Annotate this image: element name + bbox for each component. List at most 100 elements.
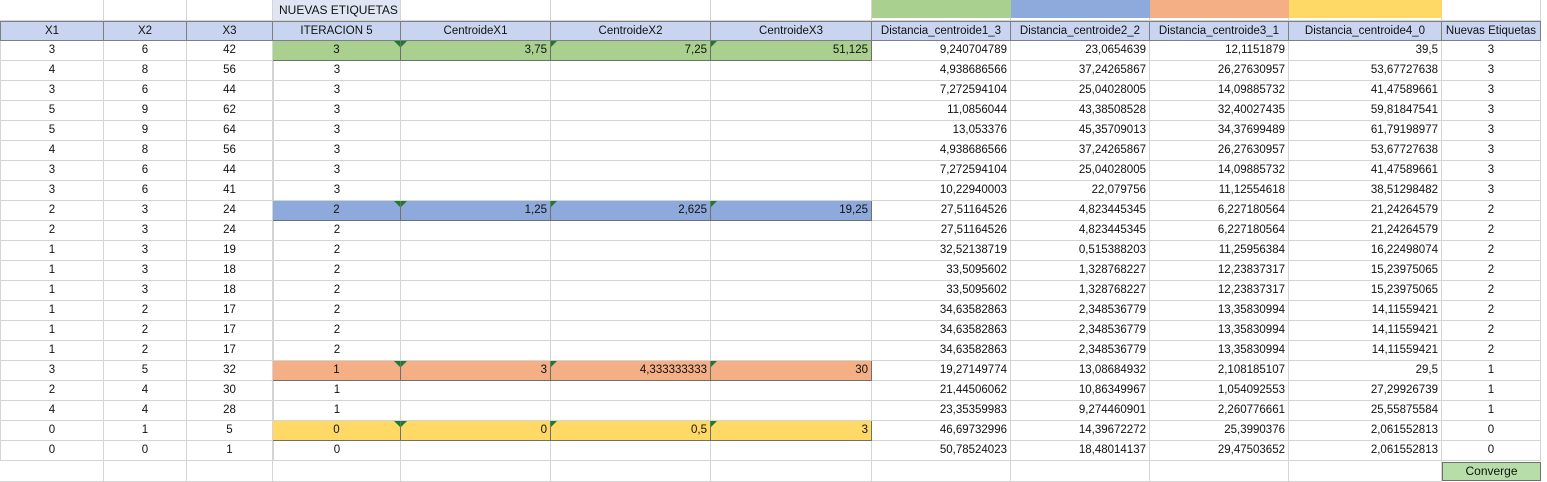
cell-c2[interactable]	[551, 321, 711, 341]
cell-label[interactable]: 1	[1442, 361, 1541, 381]
cell-d1[interactable]: 34,63582863	[872, 321, 1011, 341]
cell-iter[interactable]: 1	[273, 381, 401, 401]
cell-c1[interactable]	[401, 161, 551, 181]
cell-c1[interactable]: 3	[401, 361, 551, 381]
cell-c2[interactable]	[551, 381, 711, 401]
cell-x3[interactable]: 56	[187, 141, 273, 161]
cell-iter[interactable]: 2	[273, 201, 401, 221]
cell-c1[interactable]: 0	[401, 421, 551, 441]
cell-d1[interactable]: 46,69732996	[872, 421, 1011, 441]
cell-label[interactable]: 3	[1442, 101, 1541, 121]
cell-x3[interactable]: 17	[187, 341, 273, 361]
cell-x3[interactable]: 32	[187, 361, 273, 381]
cell-label[interactable]: 3	[1442, 81, 1541, 101]
cell-iter[interactable]: 3	[273, 141, 401, 161]
cell-iter[interactable]: 3	[273, 41, 401, 61]
cell-iter[interactable]: 2	[273, 241, 401, 261]
cell-x2[interactable]: 2	[104, 301, 187, 321]
empty-cell[interactable]	[551, 461, 711, 482]
cell-c2[interactable]	[551, 101, 711, 121]
cell-iter[interactable]: 1	[273, 401, 401, 421]
cell-c2[interactable]	[551, 241, 711, 261]
top-blank-cell[interactable]	[104, 0, 187, 21]
cell-x2[interactable]: 1	[104, 421, 187, 441]
cell-c2[interactable]	[551, 301, 711, 321]
cell-c2[interactable]: 0,5	[551, 421, 711, 441]
cell-x1[interactable]: 3	[0, 361, 104, 381]
cell-x1[interactable]: 3	[0, 81, 104, 101]
cell-d4[interactable]: 53,67727638	[1289, 61, 1442, 81]
cell-c1[interactable]: 1,25	[401, 201, 551, 221]
cell-label[interactable]: 2	[1442, 281, 1541, 301]
cell-x2[interactable]: 4	[104, 381, 187, 401]
cell-c3[interactable]	[711, 121, 872, 141]
cell-x2[interactable]: 3	[104, 221, 187, 241]
cell-x3[interactable]: 30	[187, 381, 273, 401]
cell-d2[interactable]: 25,04028005	[1011, 161, 1150, 181]
cell-iter[interactable]: 3	[273, 181, 401, 201]
cell-x3[interactable]: 18	[187, 261, 273, 281]
cell-c2[interactable]	[551, 81, 711, 101]
empty-cell[interactable]	[401, 461, 551, 482]
cell-iter[interactable]: 0	[273, 441, 401, 461]
cell-label[interactable]: 1	[1442, 381, 1541, 401]
cell-label[interactable]: 3	[1442, 141, 1541, 161]
cell-x1[interactable]: 3	[0, 181, 104, 201]
column-header[interactable]: Nuevas Etiquetas	[1442, 21, 1541, 41]
cell-x1[interactable]: 5	[0, 121, 104, 141]
cell-d1[interactable]: 13,053376	[872, 121, 1011, 141]
cell-c3[interactable]	[711, 101, 872, 121]
cell-x3[interactable]: 24	[187, 221, 273, 241]
cell-d2[interactable]: 43,38508528	[1011, 101, 1150, 121]
cell-label[interactable]: 3	[1442, 41, 1541, 61]
cell-c1[interactable]	[401, 121, 551, 141]
cell-d2[interactable]: 10,86349967	[1011, 381, 1150, 401]
cell-d3[interactable]: 12,1151879	[1150, 41, 1289, 61]
cell-d2[interactable]: 25,04028005	[1011, 81, 1150, 101]
cell-d4[interactable]: 16,22498074	[1289, 241, 1442, 261]
cell-d2[interactable]: 9,274460901	[1011, 401, 1150, 421]
cell-c2[interactable]	[551, 161, 711, 181]
cell-x3[interactable]: 44	[187, 81, 273, 101]
cell-x3[interactable]: 42	[187, 41, 273, 61]
empty-cell[interactable]	[0, 461, 104, 482]
cell-d3[interactable]: 25,3990376	[1150, 421, 1289, 441]
cell-d3[interactable]: 12,23837317	[1150, 281, 1289, 301]
cell-d3[interactable]: 13,35830994	[1150, 321, 1289, 341]
cell-x3[interactable]: 18	[187, 281, 273, 301]
cell-x1[interactable]: 4	[0, 61, 104, 81]
cell-d4[interactable]: 53,67727638	[1289, 141, 1442, 161]
top-blank-cell[interactable]	[187, 0, 273, 21]
cell-x2[interactable]: 9	[104, 101, 187, 121]
cell-c1[interactable]	[401, 301, 551, 321]
cell-d3[interactable]: 29,47503652	[1150, 441, 1289, 461]
cell-x1[interactable]: 1	[0, 241, 104, 261]
cell-c1[interactable]	[401, 341, 551, 361]
cell-d1[interactable]: 4,938686566	[872, 61, 1011, 81]
cell-d3[interactable]: 26,27630957	[1150, 61, 1289, 81]
cell-d3[interactable]: 6,227180564	[1150, 201, 1289, 221]
cell-d2[interactable]: 0,515388203	[1011, 241, 1150, 261]
cell-c3[interactable]	[711, 61, 872, 81]
cell-x2[interactable]: 6	[104, 181, 187, 201]
cell-x1[interactable]: 2	[0, 221, 104, 241]
cell-x3[interactable]: 19	[187, 241, 273, 261]
empty-cell[interactable]	[273, 461, 401, 482]
cell-c3[interactable]	[711, 341, 872, 361]
cell-c3[interactable]	[711, 221, 872, 241]
cell-label[interactable]: 2	[1442, 261, 1541, 281]
cell-c1[interactable]	[401, 61, 551, 81]
cell-d4[interactable]: 41,47589661	[1289, 81, 1442, 101]
cell-d4[interactable]: 41,47589661	[1289, 161, 1442, 181]
cell-d4[interactable]: 27,29926739	[1289, 381, 1442, 401]
cell-d4[interactable]: 2,061552813	[1289, 421, 1442, 441]
cell-x1[interactable]: 5	[0, 101, 104, 121]
cell-iter[interactable]: 1	[273, 361, 401, 381]
top-blank-cell[interactable]	[0, 0, 104, 21]
cell-d3[interactable]: 13,35830994	[1150, 341, 1289, 361]
cell-label[interactable]: 2	[1442, 321, 1541, 341]
cell-d3[interactable]: 14,09885732	[1150, 81, 1289, 101]
cell-x2[interactable]: 9	[104, 121, 187, 141]
cell-c1[interactable]	[401, 141, 551, 161]
cell-c3[interactable]	[711, 441, 872, 461]
